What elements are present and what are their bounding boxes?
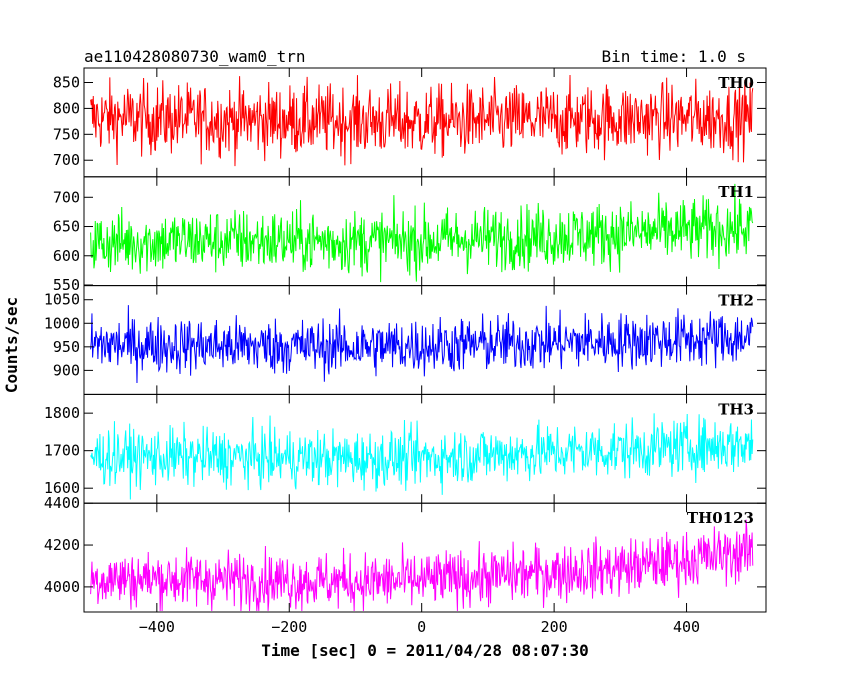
series-line-th1: [90, 183, 754, 283]
panel-label-th0123: TH0123: [687, 509, 754, 527]
series-line-th2: [90, 305, 754, 383]
series-line-th0123: [90, 519, 754, 611]
y-tick-label-th0: 800: [53, 99, 80, 117]
chart-title: ae110428080730_wam0_trn: [84, 47, 306, 66]
panel-label-th0: TH0: [718, 74, 754, 92]
y-tick-label-th1: 550: [53, 276, 80, 294]
y-tick-label-th0123: 4200: [44, 536, 80, 554]
x-tick-label: −400: [139, 618, 175, 636]
x-tick-label: 0: [417, 618, 426, 636]
y-tick-label-th2: 950: [53, 338, 80, 356]
bin-time-label: Bin time: 1.0 s: [602, 47, 747, 66]
panel-frame-th0123: [83, 502, 767, 613]
y-axis-label: Counts/sec: [2, 297, 21, 393]
y-tick-label-th0: 700: [53, 151, 80, 169]
panel-label-th2: TH2: [718, 292, 754, 310]
y-tick-label-th2: 1000: [44, 314, 80, 332]
y-tick-label-th0: 850: [53, 74, 80, 92]
y-tick-label-th0: 750: [53, 125, 80, 143]
series-line-th3: [90, 413, 754, 500]
y-tick-label-th0123: 4000: [44, 578, 80, 596]
panel-label-th3: TH3: [718, 400, 754, 418]
y-tick-label-th1: 700: [53, 188, 80, 206]
x-axis-label: Time [sec] 0 = 2011/04/28 08:07:30: [261, 641, 589, 660]
x-tick-label: 200: [541, 618, 568, 636]
panels-group: 700 750 800 850 TH0 550 600 650 700 TH1 900 950 1000…: [44, 67, 767, 636]
y-tick-label-th2: 900: [53, 361, 80, 379]
x-tick-label: −200: [271, 618, 307, 636]
y-tick-label-th3: 1700: [44, 442, 80, 460]
y-tick-label-th1: 650: [53, 218, 80, 236]
y-tick-label-th3: 1600: [44, 479, 80, 497]
panel-label-th1: TH1: [718, 183, 754, 201]
x-tick-label: 400: [673, 618, 700, 636]
series-line-th0: [90, 75, 754, 167]
y-tick-label-th2: 1050: [44, 291, 80, 309]
y-tick-label-th1: 600: [53, 247, 80, 265]
y-tick-label-th0123: 4400: [44, 494, 80, 512]
y-tick-label-th3: 1800: [44, 404, 80, 422]
